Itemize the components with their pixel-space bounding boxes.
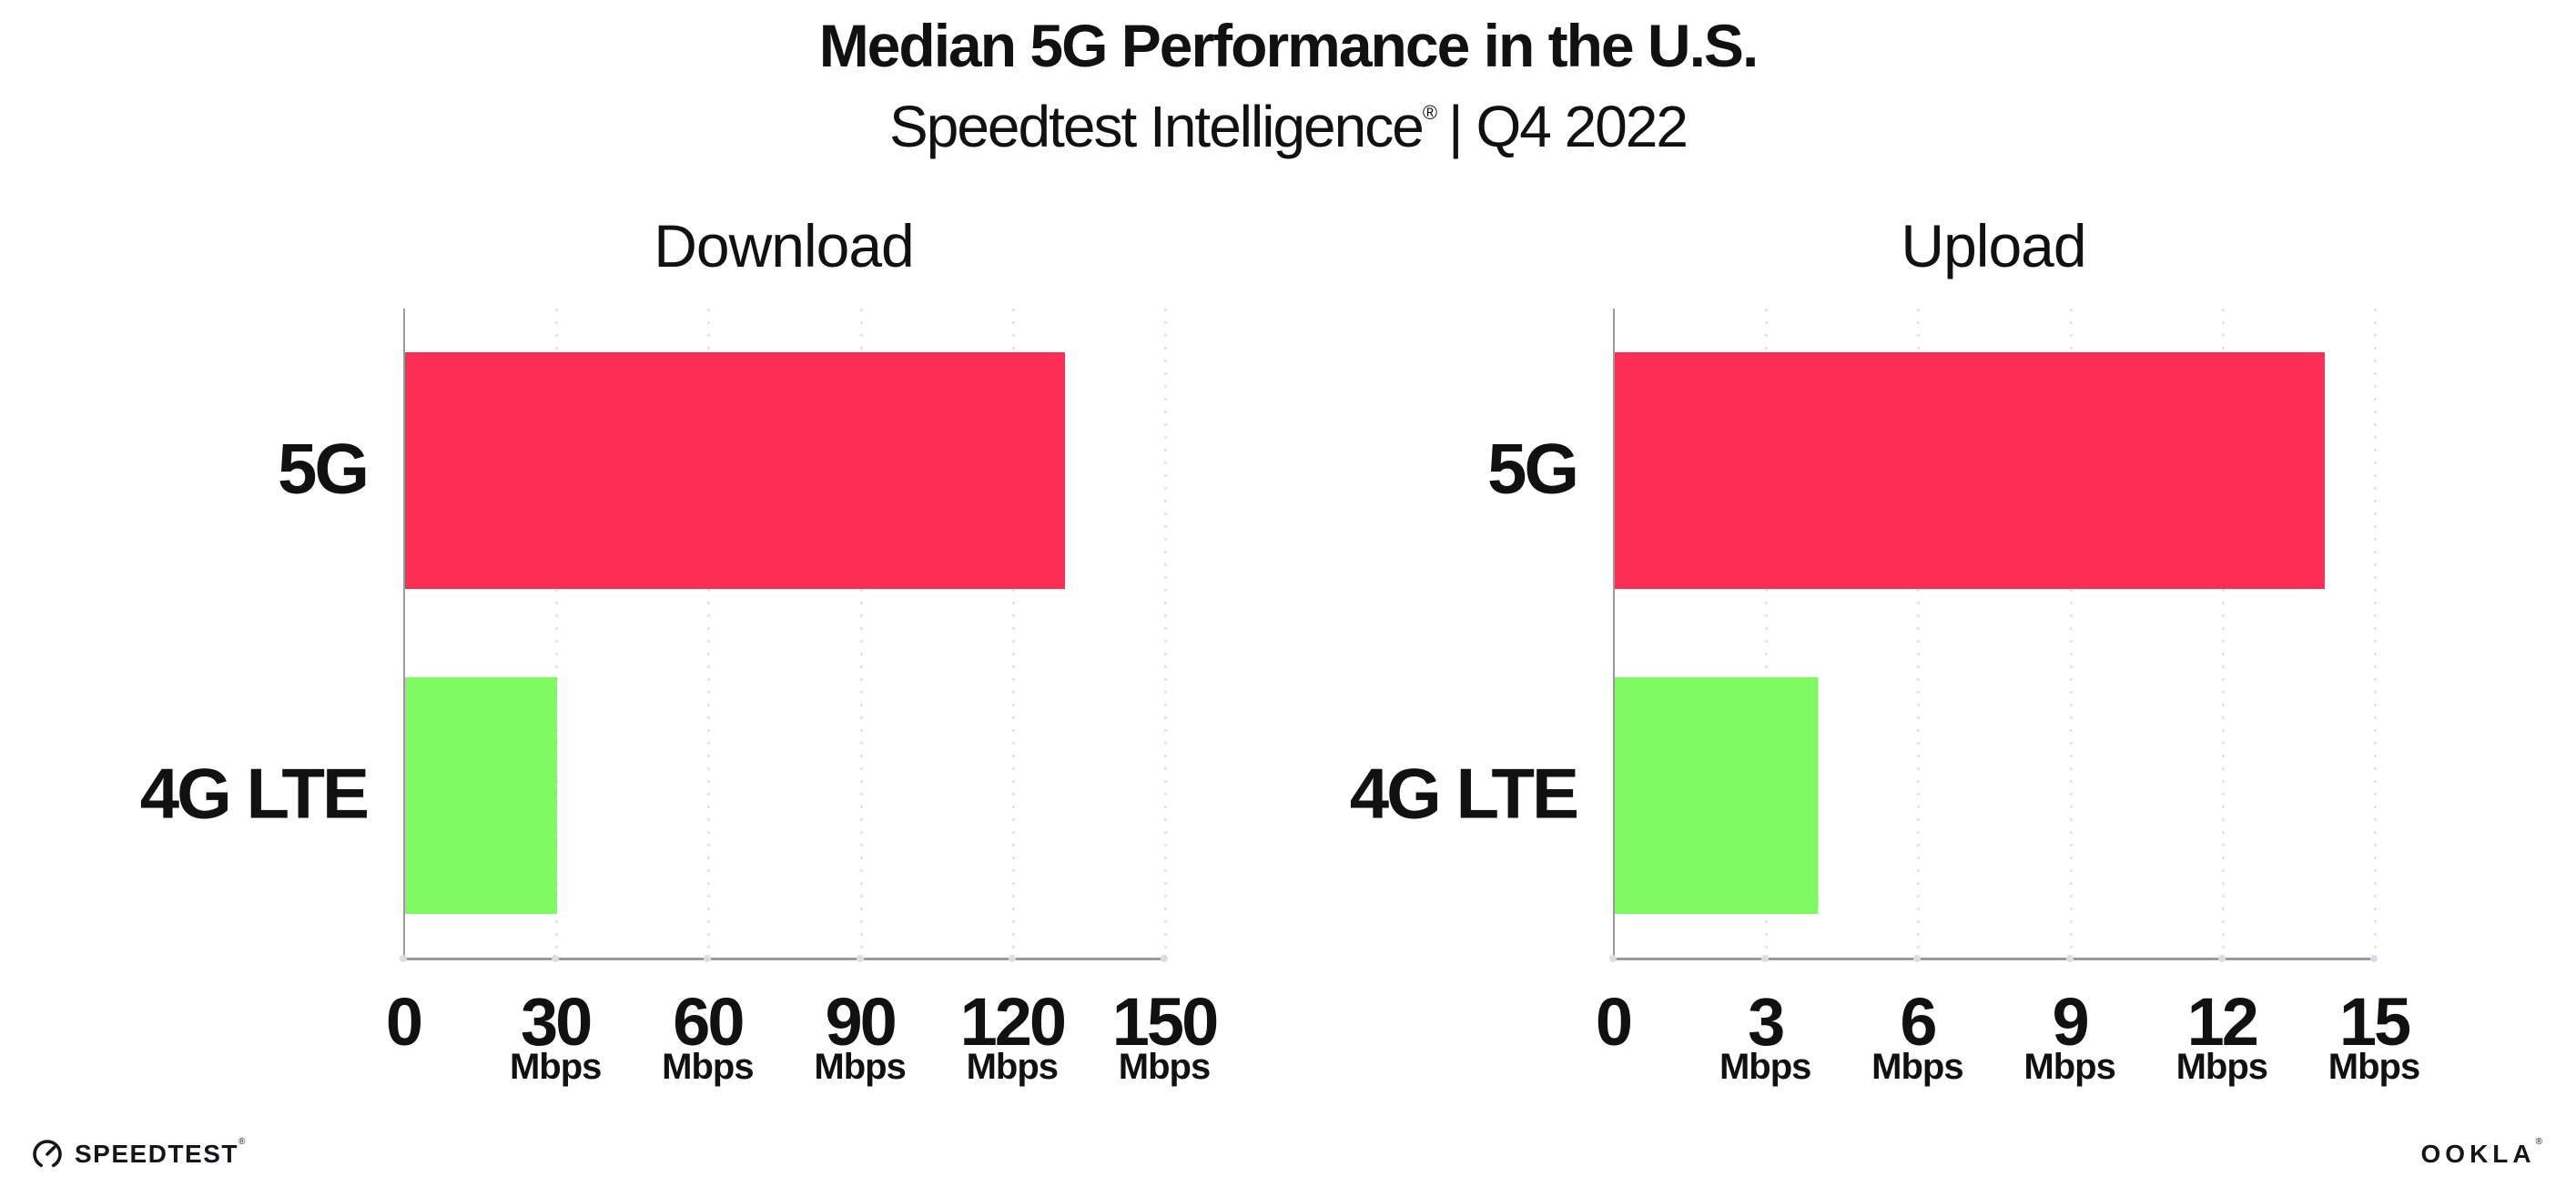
download-xtick-unit-150: Mbps xyxy=(1118,1047,1211,1087)
upload-category-label-4g-lte: 4G LTE xyxy=(1349,753,1579,834)
download-category-label-5g: 5G xyxy=(277,428,370,509)
download-bar-5g xyxy=(405,352,1065,589)
download-gridline-90 xyxy=(859,309,863,958)
download-xtick-label-60: 60 xyxy=(673,984,745,1060)
upload-axis-tick-3 xyxy=(1761,955,1770,962)
upload-gridline-12 xyxy=(2221,309,2225,958)
ookla-logo-text: OOKLA xyxy=(2420,1140,2536,1168)
download-category-label-4g-lte: 4G LTE xyxy=(139,753,370,834)
download-chart: Download 0 30 Mbps 60 Mbps 90 Mbps 120 Mbps 150 Mb… xyxy=(139,212,1219,1087)
upload-xtick-label-0: 0 xyxy=(1595,984,1633,1060)
upload-category-label-5g: 5G xyxy=(1486,428,1579,509)
download-xtick-unit-120: Mbps xyxy=(966,1047,1059,1087)
upload-xtick-label-12: 12 xyxy=(2186,984,2259,1060)
download-xtick-unit-30: Mbps xyxy=(509,1047,602,1087)
download-gridline-30 xyxy=(555,309,559,958)
download-chart-title: Download xyxy=(654,212,915,279)
upload-gridline-6 xyxy=(1917,309,1921,958)
download-xtick-unit-90: Mbps xyxy=(814,1047,906,1087)
download-xtick-label-90: 90 xyxy=(825,984,897,1060)
upload-xtick-unit-6: Mbps xyxy=(1871,1047,1963,1087)
upload-axis-tick-15 xyxy=(2370,955,2378,962)
upload-xtick-label-3: 3 xyxy=(1748,984,1785,1060)
download-gridline-120 xyxy=(1011,309,1015,958)
ookla-logo: OOKLA® xyxy=(2420,1136,2547,1169)
download-axis-tick-150 xyxy=(1161,955,1168,962)
download-xtick-unit-60: Mbps xyxy=(662,1047,754,1087)
download-xtick-label-30: 30 xyxy=(521,984,593,1060)
download-axis-tick-120 xyxy=(1008,955,1016,962)
subtitle-brand: Speedtest Intelligence xyxy=(889,94,1425,159)
upload-axis-tick-6 xyxy=(1913,955,1922,962)
upload-gridline-9 xyxy=(2069,309,2073,958)
registered-trademark-icon: ® xyxy=(1422,100,1437,124)
page-subtitle: Speedtest Intelligence® | Q4 2022 xyxy=(0,93,2576,160)
upload-xtick-label-9: 9 xyxy=(2052,984,2090,1060)
upload-bar-4g-lte xyxy=(1615,677,1818,914)
upload-xtick-unit-3: Mbps xyxy=(1719,1047,1811,1087)
download-axis-tick-0 xyxy=(400,955,407,962)
upload-xtick-label-15: 15 xyxy=(2338,984,2411,1060)
speedtest-logo-text: SPEEDTEST® xyxy=(75,1136,247,1168)
download-gridline-150 xyxy=(1164,309,1167,958)
upload-axis-tick-0 xyxy=(1609,955,1617,962)
download-bar-4g-lte xyxy=(405,677,558,914)
upload-gridline-3 xyxy=(1765,309,1769,958)
download-gridline-60 xyxy=(707,309,711,958)
ookla-registered-icon: ® xyxy=(2535,1136,2547,1147)
upload-chart-title: Upload xyxy=(1901,212,2086,279)
speedtest-registered-icon: ® xyxy=(238,1136,247,1147)
download-xtick-label-150: 150 xyxy=(1111,984,1219,1060)
upload-xtick-unit-9: Mbps xyxy=(2023,1047,2115,1087)
download-xtick-label-0: 0 xyxy=(385,984,423,1060)
download-axis-tick-90 xyxy=(856,955,864,962)
upload-axis-tick-9 xyxy=(2065,955,2074,962)
download-xtick-label-120: 120 xyxy=(959,984,1067,1060)
upload-xtick-unit-12: Mbps xyxy=(2175,1047,2268,1087)
upload-chart: Upload 0 3 Mbps 6 Mbps 9 Mbps 12 Mbps 15 Mbps 5G 4G … xyxy=(1210,0,2575,1197)
subtitle-quarter: | Q4 2022 xyxy=(1448,94,1689,159)
speedtest-gauge-icon xyxy=(31,1138,64,1171)
page-title: Median 5G Performance in the U.S. xyxy=(818,12,1760,79)
download-axis-tick-60 xyxy=(704,955,712,962)
upload-axis-tick-12 xyxy=(2217,955,2226,962)
speedtest-logo: SPEEDTEST® xyxy=(31,1136,247,1171)
upload-xtick-unit-15: Mbps xyxy=(2328,1047,2420,1087)
upload-gridline-15 xyxy=(2374,309,2377,958)
download-plot-area xyxy=(403,309,1167,960)
upload-bar-5g xyxy=(1615,352,2326,589)
upload-plot-area xyxy=(1613,309,2377,960)
upload-xtick-label-6: 6 xyxy=(1900,984,1937,1060)
download-axis-tick-30 xyxy=(552,955,560,962)
